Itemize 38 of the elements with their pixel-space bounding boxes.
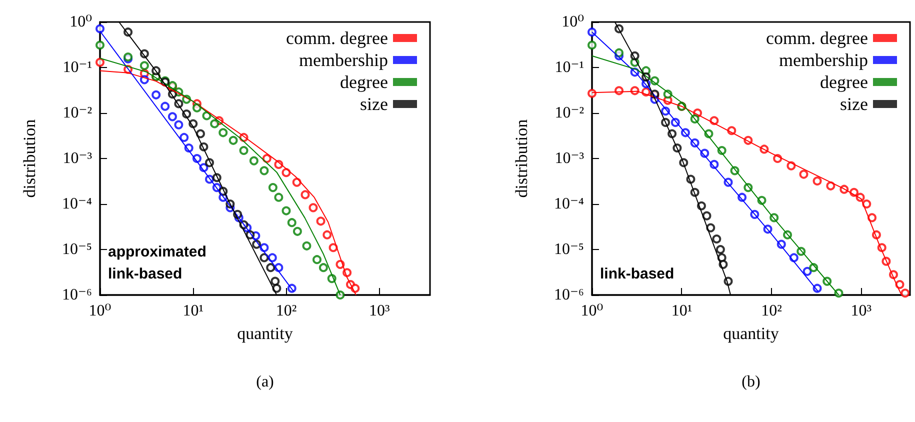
- y-tick-label: 10⁻³: [62, 150, 92, 167]
- y-tick-label: 10⁻²: [554, 104, 584, 122]
- y-tick-label: 10⁰: [562, 14, 584, 30]
- x-tick-label: 10¹: [182, 302, 204, 320]
- x-tick-label: 10⁰: [88, 302, 112, 320]
- annotation: approximated link-based: [108, 244, 206, 282]
- legend-label: membership: [779, 50, 868, 70]
- legend-label: degree: [340, 72, 388, 92]
- y-tick-label: 10⁻⁶: [554, 286, 584, 304]
- x-tick-label: 10²: [276, 302, 297, 320]
- x-tick-label: 10¹: [671, 302, 692, 320]
- legend-label: degree: [820, 72, 868, 92]
- y-axis-title: distribution: [20, 118, 39, 198]
- y-tick-label: 10⁻¹: [554, 59, 584, 76]
- y-tick-label: 10⁻⁴: [62, 196, 92, 212]
- x-tick-label: 10³: [850, 302, 872, 320]
- y-tick-label: 10⁻⁵: [62, 241, 92, 258]
- y-tick-label: 10⁻³: [554, 150, 584, 167]
- x-tick-label: 10³: [368, 302, 390, 320]
- text: (a): [256, 374, 274, 390]
- y-axis-title: distribution: [512, 118, 531, 198]
- text: (b): [742, 374, 760, 390]
- x-axis-title: quantity: [723, 324, 780, 343]
- y-tick-label: 10⁻¹: [62, 59, 92, 76]
- y-tick-label: 10⁰: [70, 14, 92, 30]
- legend-label: comm. degree: [286, 28, 388, 48]
- legend-label: membership: [299, 50, 388, 70]
- y-tick-label: 10⁻⁵: [554, 241, 584, 258]
- x-tick-label: 10⁰: [580, 302, 604, 320]
- y-tick-label: 10⁻⁶: [62, 286, 92, 304]
- x-axis-title: quantity: [237, 324, 294, 343]
- legend-label: size: [840, 94, 868, 114]
- legend-label: comm. degree: [766, 28, 868, 48]
- annotation: link-based: [600, 266, 674, 282]
- y-tick-label: 10⁻⁴: [554, 196, 584, 212]
- y-tick-label: 10⁻²: [62, 104, 92, 122]
- x-tick-label: 10²: [761, 302, 782, 320]
- legend-label: size: [360, 94, 388, 114]
